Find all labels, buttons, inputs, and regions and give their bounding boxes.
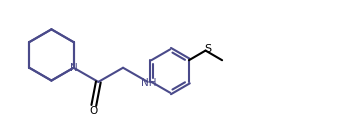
Text: NH: NH: [141, 78, 156, 88]
Text: N: N: [70, 63, 78, 73]
Text: S: S: [204, 44, 211, 54]
Text: O: O: [89, 105, 97, 115]
